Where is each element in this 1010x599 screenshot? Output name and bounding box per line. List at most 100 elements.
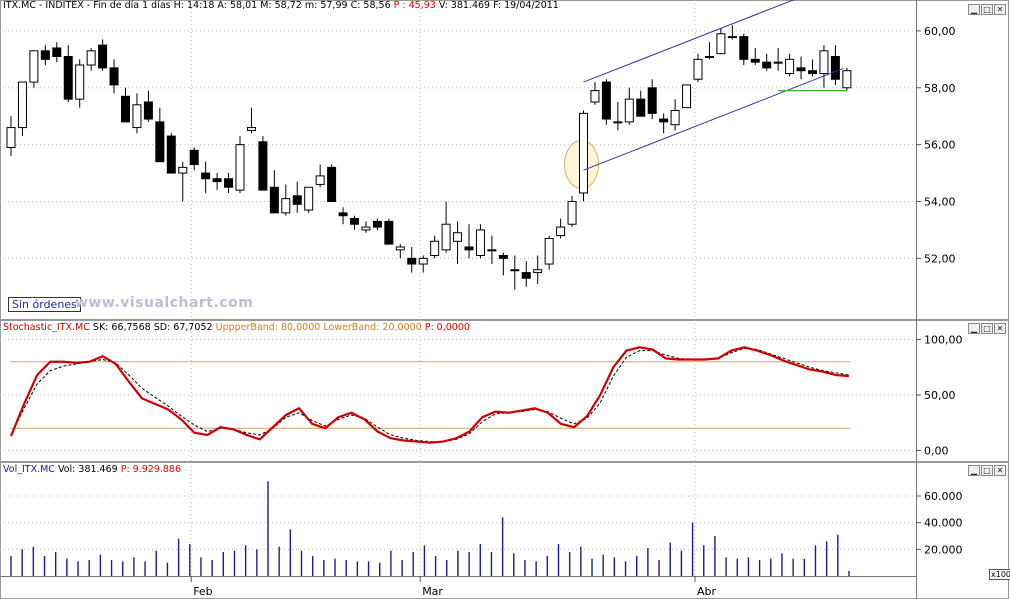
candle — [121, 95, 130, 123]
vol-value: Vol: 381.469 — [57, 464, 118, 475]
vol-minimize-button[interactable]: ▁ — [968, 465, 980, 476]
candle — [704, 55, 714, 58]
y-tick-label: 20.000 — [924, 543, 963, 556]
candle — [292, 195, 302, 205]
y-tick-label: 40.000 — [924, 517, 963, 530]
symbol-label: ITX.MC - INDITEX - Fin de día 1 días — [3, 0, 171, 11]
x-tick-label: Abr — [697, 585, 717, 598]
maximize-button[interactable]: □ — [981, 4, 993, 15]
panel-border — [0, 0, 1009, 320]
vol-p: P: 9.929.886 — [120, 464, 182, 475]
channel-lower-line — [583, 67, 844, 171]
candle — [487, 249, 497, 252]
candle — [246, 127, 256, 131]
price-panel: 52,00 54,00 56,00 58,00 60,00 ITX.MC - INDIT… — [0, 0, 1010, 320]
candle — [258, 141, 268, 191]
candle — [441, 223, 451, 251]
header-high: M: 58,72 — [260, 0, 302, 11]
y-tick-label: 100,00 — [924, 334, 963, 347]
candle — [579, 112, 588, 194]
candle — [475, 229, 485, 257]
y-tick-label: 50,00 — [924, 389, 956, 402]
stoch-sk: SK: 66,7568 — [92, 322, 151, 333]
scale-badge[interactable]: x100 — [989, 569, 1010, 580]
candle — [533, 269, 543, 274]
header-p: P : 45,93 — [393, 0, 436, 11]
volume-header: Vol_ITX.MC Vol: 381.469 P: 9.929.886 — [3, 464, 181, 475]
stoch-sd: SD: 67,7052 — [153, 322, 213, 333]
candle — [682, 84, 692, 109]
candle — [224, 178, 234, 188]
stoch-close-button[interactable]: ✕ — [994, 323, 1006, 334]
y-tick-label: 58,00 — [924, 82, 956, 95]
vol-maximize-button[interactable]: □ — [981, 465, 993, 476]
watermark: www.visualchart.com — [75, 295, 254, 311]
candle — [808, 70, 817, 75]
candle — [281, 198, 291, 214]
candle — [773, 61, 783, 64]
candle — [418, 257, 428, 265]
x-tick-label: Feb — [193, 585, 212, 598]
y-tick-label: 52,00 — [924, 252, 956, 265]
candle — [212, 178, 222, 183]
panel-border — [0, 462, 1009, 599]
close-button[interactable]: ✕ — [994, 4, 1006, 15]
price-header: ITX.MC - INDITEX - Fin de día 1 días H: … — [3, 0, 559, 11]
candle — [17, 81, 27, 129]
candle — [498, 255, 508, 259]
candle — [819, 50, 829, 75]
candle — [521, 272, 531, 279]
volume-chart: 20.000 40.000 60.000 Feb Mar Abr — [0, 462, 1009, 599]
vol-close-button[interactable]: ✕ — [994, 465, 1006, 476]
candle — [235, 144, 245, 191]
stoch-p: P: 0,0000 — [424, 322, 470, 333]
vol-name: Vol_ITX.MC — [3, 464, 55, 475]
candle — [201, 172, 211, 180]
candle — [842, 70, 852, 89]
y-tick-label: 56,00 — [924, 139, 956, 152]
candle — [464, 246, 474, 251]
candle — [338, 212, 348, 217]
candle — [716, 33, 726, 55]
candle — [613, 121, 623, 124]
candle — [132, 104, 142, 129]
stochastic-panel: 0,00 50,00 100,00 Stochastic_ITX.MC SK: 66… — [0, 320, 1010, 462]
candle — [693, 58, 703, 80]
candle — [350, 218, 359, 225]
candle — [109, 67, 119, 86]
candle — [510, 269, 520, 272]
candle — [40, 50, 50, 60]
stoch-name: Stochastic_ITX.MC — [3, 322, 90, 333]
candle — [659, 118, 669, 123]
candle — [750, 58, 760, 63]
stoch-maximize-button[interactable]: □ — [981, 323, 993, 334]
volume-panel: 20.000 40.000 60.000 Feb Mar Abr Vol_ITX.MC V… — [0, 462, 1010, 599]
candle — [86, 50, 96, 66]
x-tick-label: Mar — [422, 585, 443, 598]
candle — [315, 175, 325, 185]
no-orders-badge[interactable]: Sin órdenes — [8, 297, 81, 312]
sk-line — [9, 346, 850, 444]
candle — [544, 237, 554, 265]
header-time: H: 14:18 — [173, 0, 215, 11]
stoch-minimize-button[interactable]: ▁ — [968, 323, 980, 334]
header-close: C: 58,56 — [350, 0, 391, 11]
candle — [155, 121, 165, 163]
y-tick-label: 60,00 — [924, 25, 956, 38]
stoch-upper: UppperBand: 80,0000 — [215, 322, 321, 333]
candle — [601, 81, 611, 120]
candle — [327, 166, 337, 202]
candle — [178, 166, 188, 174]
candle — [189, 149, 199, 166]
y-tick-label: 0,00 — [924, 444, 949, 457]
channel-upper-line — [583, 0, 795, 83]
header-date: F: 19/04/2011 — [493, 0, 559, 11]
minimize-button[interactable]: ▁ — [968, 4, 980, 15]
stoch-lower: LowerBand: 20,0000 — [323, 322, 422, 333]
candle — [143, 101, 153, 120]
header-volume: V: 381.469 — [438, 0, 491, 11]
panel-border — [0, 320, 1009, 462]
candle — [98, 44, 108, 69]
candle — [636, 98, 646, 117]
candle — [269, 186, 279, 214]
